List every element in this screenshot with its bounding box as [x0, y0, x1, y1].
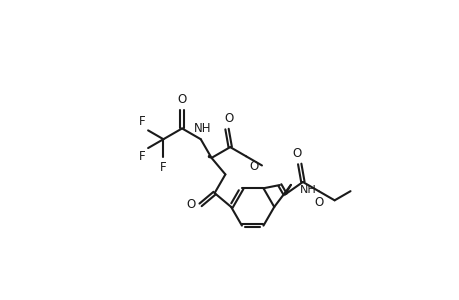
Text: O: O [249, 160, 258, 173]
Text: O: O [291, 147, 301, 160]
Text: O: O [186, 198, 196, 212]
Text: O: O [313, 196, 323, 209]
Text: O: O [224, 112, 233, 125]
Text: F: F [139, 115, 146, 128]
Text: F: F [160, 161, 166, 174]
Text: O: O [177, 93, 186, 106]
Text: NH: NH [193, 122, 211, 135]
Text: NH: NH [299, 184, 316, 194]
Text: F: F [139, 150, 146, 164]
